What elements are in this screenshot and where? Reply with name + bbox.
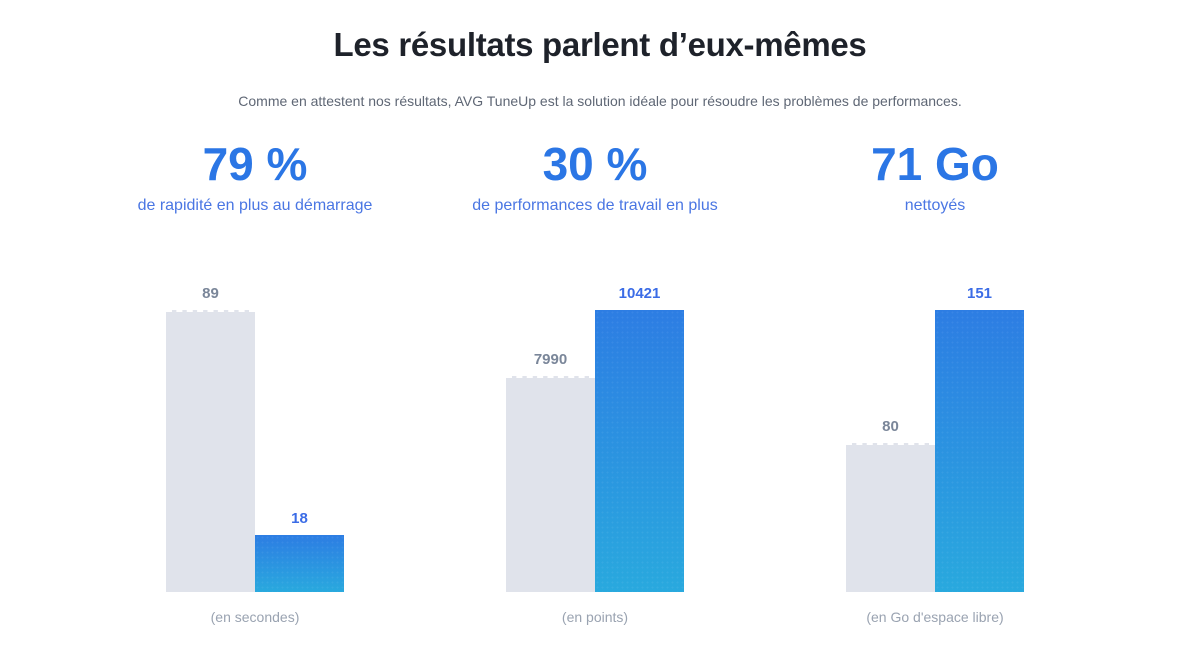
bar-value-label: 151 bbox=[966, 285, 993, 303]
bar-group: 151 bbox=[935, 285, 1024, 593]
stat-value: 30 % bbox=[542, 138, 648, 190]
chart-free-space: 80 151 (en Go d'espace libre) bbox=[765, 262, 1105, 625]
chart-caption: (en secondes) bbox=[210, 609, 300, 626]
bar-group: 18 bbox=[255, 510, 344, 593]
stat-label: de rapidité en plus au démarrage bbox=[137, 197, 373, 215]
bar-value-label: 18 bbox=[291, 510, 308, 528]
chart-caption: (en points) bbox=[561, 609, 629, 626]
bar-after bbox=[935, 310, 1024, 593]
bar-chart: 7990 10421 bbox=[425, 262, 765, 593]
bar-value-label: 89 bbox=[202, 285, 219, 303]
page-title: Les résultats parlent d’eux-mêmes bbox=[333, 26, 867, 63]
bar-chart: 80 151 bbox=[765, 262, 1105, 593]
bar-before bbox=[506, 376, 595, 593]
bar-before bbox=[166, 310, 255, 593]
stat-label: de performances de travail en plus bbox=[472, 197, 718, 215]
chart-startup-seconds: 89 18 (en secondes) bbox=[85, 262, 425, 625]
bar-after bbox=[255, 535, 344, 593]
stat-space-cleaned: 71 Go nettoyés bbox=[765, 140, 1105, 215]
stat-value: 79 % bbox=[202, 138, 308, 190]
chart-performance-points: 7990 10421 (en points) bbox=[425, 262, 765, 625]
stat-work-performance: 30 % de performances de travail en plus bbox=[425, 140, 765, 215]
bar-value-label: 10421 bbox=[618, 285, 661, 303]
bar-group: 7990 bbox=[506, 351, 595, 593]
bar-before bbox=[846, 443, 935, 593]
page-subtitle: Comme en attestent nos résultats, AVG Tu… bbox=[238, 93, 962, 109]
bar-value-label: 7990 bbox=[533, 351, 568, 369]
bar-after bbox=[595, 310, 684, 593]
stat-label: nettoyés bbox=[904, 197, 966, 215]
bar-value-label: 80 bbox=[882, 418, 899, 436]
stats-row: 79 % de rapidité en plus au démarrage 30… bbox=[85, 140, 1105, 215]
bar-group: 89 bbox=[166, 285, 255, 593]
stat-value: 71 Go bbox=[871, 138, 999, 190]
charts-row: 89 18 (en secondes) 7990 10421 (en points)… bbox=[85, 262, 1105, 625]
bar-chart: 89 18 bbox=[85, 262, 425, 593]
bar-group: 80 bbox=[846, 418, 935, 593]
bar-group: 10421 bbox=[595, 285, 684, 593]
stat-startup-speed: 79 % de rapidité en plus au démarrage bbox=[85, 140, 425, 215]
chart-caption: (en Go d'espace libre) bbox=[866, 609, 1004, 626]
